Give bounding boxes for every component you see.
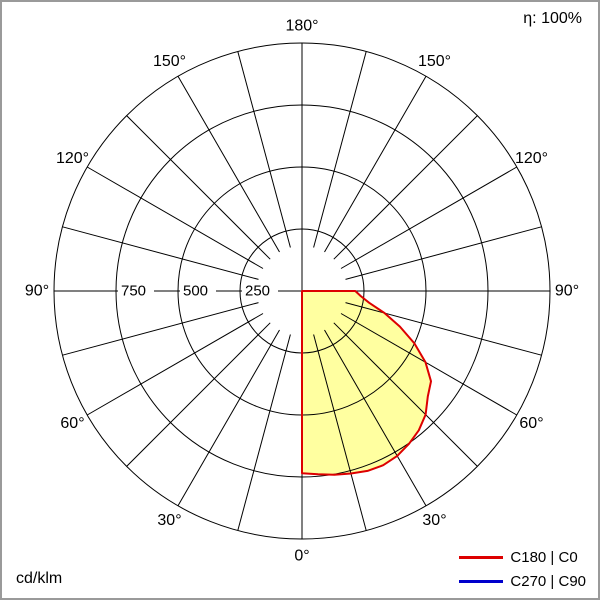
grid-spoke — [177, 75, 280, 253]
grid-spoke — [340, 313, 518, 416]
intensity-curve-0 — [301, 290, 432, 476]
legend-label-c0: C180 | C0 — [510, 549, 578, 566]
angle-label: 30° — [157, 512, 181, 529]
angle-label: 60° — [519, 415, 543, 432]
angle-label: 150° — [418, 53, 451, 70]
grid-spoke — [345, 226, 542, 280]
efficiency-label: η: 100% — [523, 10, 582, 27]
grid-spoke — [333, 322, 478, 467]
legend-line-c90 — [459, 580, 504, 583]
grid-spoke — [62, 302, 259, 356]
legend-label-c90: C270 | C90 — [510, 573, 586, 590]
radial-tick-label: 500 — [183, 283, 208, 300]
grid-spoke — [324, 75, 427, 253]
legend: C180 | C0 C270 | C90 — [459, 547, 586, 592]
radial-tick-label: 750 — [121, 283, 146, 300]
grid-spoke — [313, 334, 367, 531]
tick-label-mask — [180, 281, 216, 301]
angle-label: 180° — [285, 18, 318, 35]
intensity-fill-0 — [302, 291, 431, 475]
angle-label: 60° — [60, 415, 84, 432]
grid-spoke — [340, 166, 518, 269]
grid-spoke — [345, 302, 542, 356]
grid-spoke — [324, 329, 427, 507]
grid-spoke — [313, 51, 367, 248]
grid-spoke — [86, 166, 264, 269]
legend-item-c90: C270 | C90 — [459, 571, 586, 592]
grid-spoke — [126, 115, 271, 260]
grid-spoke — [237, 51, 291, 248]
grid-spoke — [86, 313, 264, 416]
angle-label: 120° — [56, 150, 89, 167]
grid-spoke — [333, 115, 478, 260]
unit-label: cd/klm — [16, 570, 63, 587]
angle-label: 120° — [515, 150, 548, 167]
angle-label: 90° — [555, 283, 579, 300]
grid-spoke — [62, 226, 259, 280]
grid-spoke — [177, 329, 280, 507]
legend-line-c0 — [459, 556, 504, 559]
grid-spoke — [126, 322, 271, 467]
angle-label: 90° — [25, 283, 49, 300]
angle-label: 30° — [422, 512, 446, 529]
angle-label: 0° — [294, 548, 309, 565]
tick-label-mask — [118, 281, 154, 301]
angle-label: 150° — [153, 53, 186, 70]
tick-label-mask — [242, 281, 278, 301]
legend-item-c0: C180 | C0 — [459, 547, 586, 568]
grid-spoke — [237, 334, 291, 531]
radial-tick-label: 250 — [245, 283, 270, 300]
